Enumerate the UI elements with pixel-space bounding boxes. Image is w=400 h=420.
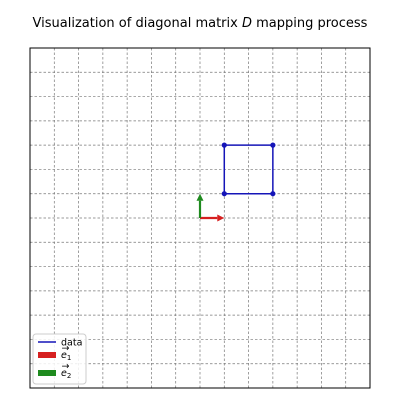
chart-title-after: mapping process	[252, 16, 368, 31]
legend-e1-subscript: 1	[67, 354, 71, 362]
basis-vectors	[196, 193, 225, 222]
legend-e1-swatch	[38, 352, 56, 358]
legend-e1-hat: →	[62, 343, 70, 354]
chart-title-symbol: D	[242, 16, 252, 31]
basis-vector-e2-head	[196, 193, 204, 201]
data-point	[221, 142, 227, 148]
data-point	[270, 191, 276, 197]
legend-e2-swatch	[38, 370, 56, 376]
legend-e1-symbol: e	[61, 350, 67, 361]
legend-e2-symbol: e	[61, 368, 67, 379]
legend: data e1 → e2 →	[32, 333, 87, 385]
legend-e1-label: e1	[61, 350, 71, 362]
legend-e2-label: e2	[61, 368, 71, 380]
chart-title-before: Visualization of diagonal matrix	[33, 16, 242, 31]
legend-e2-subscript: 2	[67, 372, 71, 380]
legend-e2-hat: →	[62, 361, 70, 372]
data-point	[221, 191, 227, 197]
data-layer	[221, 142, 276, 197]
basis-vector-e1-head	[217, 214, 225, 222]
legend-data-label: data	[61, 338, 82, 349]
data-point	[270, 142, 276, 148]
chart-title: Visualization of diagonal matrix D mappi…	[33, 16, 368, 31]
plot-frame	[29, 47, 371, 389]
